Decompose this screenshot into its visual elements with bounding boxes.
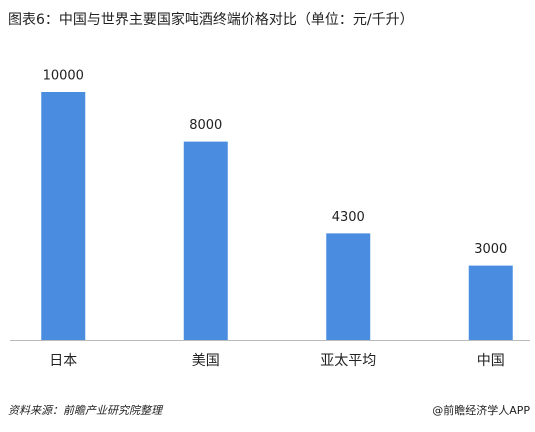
value-label: 3000 [474, 242, 507, 257]
source: 资料来源：前瞻产业研究院整理 [8, 404, 164, 417]
bar [326, 233, 371, 340]
x-tick-label: 亚太平均 [320, 353, 376, 369]
value-label: 4300 [332, 210, 365, 225]
x-tick-label: 中国 [477, 353, 505, 369]
bar [183, 141, 228, 340]
bar [41, 92, 86, 340]
value-label: 8000 [189, 118, 222, 133]
bar [468, 265, 513, 340]
chart-title: 图表6：中国与世界主要国家吨酒终端价格对比（单位：元/千升） [8, 11, 414, 28]
x-tick-label: 美国 [192, 353, 220, 369]
value-label: 10000 [43, 69, 84, 84]
credit: @前瞻经济学人APP [432, 403, 530, 417]
x-tick-label: 日本 [49, 353, 77, 369]
